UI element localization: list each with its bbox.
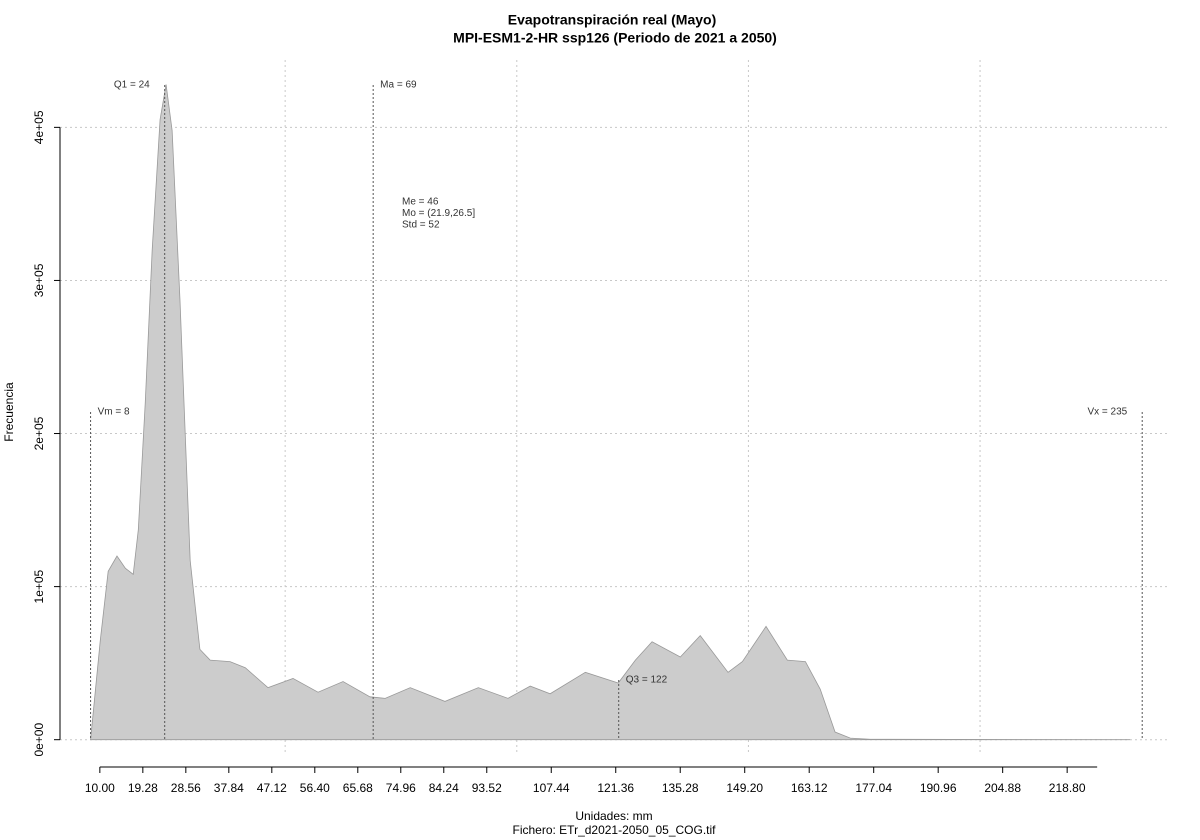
x-tick-label: 19.28 bbox=[128, 781, 158, 795]
x-tick-label: 47.12 bbox=[257, 781, 287, 795]
x-tick-label: 74.96 bbox=[386, 781, 416, 795]
x-tick-label: 65.68 bbox=[343, 781, 373, 795]
stat-label: Me = 46 bbox=[402, 197, 439, 208]
x-tick-label: 149.20 bbox=[726, 781, 763, 795]
x-tick-label: 84.24 bbox=[429, 781, 459, 795]
annotation-label: Q1 = 24 bbox=[114, 80, 150, 91]
x-tick-label: 121.36 bbox=[597, 781, 634, 795]
y-tick-label: 4e+05 bbox=[32, 110, 46, 144]
chart-subtitle: MPI-ESM1-2-HR ssp126 (Periodo de 2021 a … bbox=[453, 30, 777, 46]
y-tick-label: 2e+05 bbox=[32, 416, 46, 450]
y-tick-label: 1e+05 bbox=[32, 569, 46, 603]
annotation-label: Vx = 235 bbox=[1087, 407, 1127, 418]
annotation-label: Q3 = 122 bbox=[626, 675, 668, 686]
x-tick-label: 93.52 bbox=[472, 781, 502, 795]
stat-label: Std = 52 bbox=[402, 220, 440, 231]
y-axis-label: Frecuencia bbox=[2, 382, 16, 442]
chart-title: Evapotranspiración real (Mayo) bbox=[508, 12, 717, 28]
stat-label: Mo = (21.9,26.5] bbox=[402, 208, 475, 219]
y-tick-label: 0e+00 bbox=[32, 723, 46, 757]
annotation-label: Ma = 69 bbox=[380, 80, 417, 91]
x-tick-label: 218.80 bbox=[1049, 781, 1086, 795]
x-tick-label: 204.88 bbox=[984, 781, 1021, 795]
y-tick-label: 3e+05 bbox=[32, 263, 46, 297]
annotation-label: Vm = 8 bbox=[98, 407, 130, 418]
density-area bbox=[90, 84, 1131, 741]
x-tick-label: 107.44 bbox=[533, 781, 570, 795]
x-tick-label: 56.40 bbox=[300, 781, 330, 795]
x-axis-label: Unidades: mm bbox=[575, 809, 652, 823]
x-tick-label: 28.56 bbox=[171, 781, 201, 795]
x-tick-label: 37.84 bbox=[214, 781, 244, 795]
x-tick-label: 163.12 bbox=[791, 781, 828, 795]
caption: Fichero: ETr_d2021-2050_05_COG.tif bbox=[513, 823, 717, 837]
x-tick-label: 10.00 bbox=[85, 781, 115, 795]
x-tick-label: 190.96 bbox=[920, 781, 957, 795]
x-tick-label: 135.28 bbox=[662, 781, 699, 795]
x-tick-label: 177.04 bbox=[855, 781, 892, 795]
